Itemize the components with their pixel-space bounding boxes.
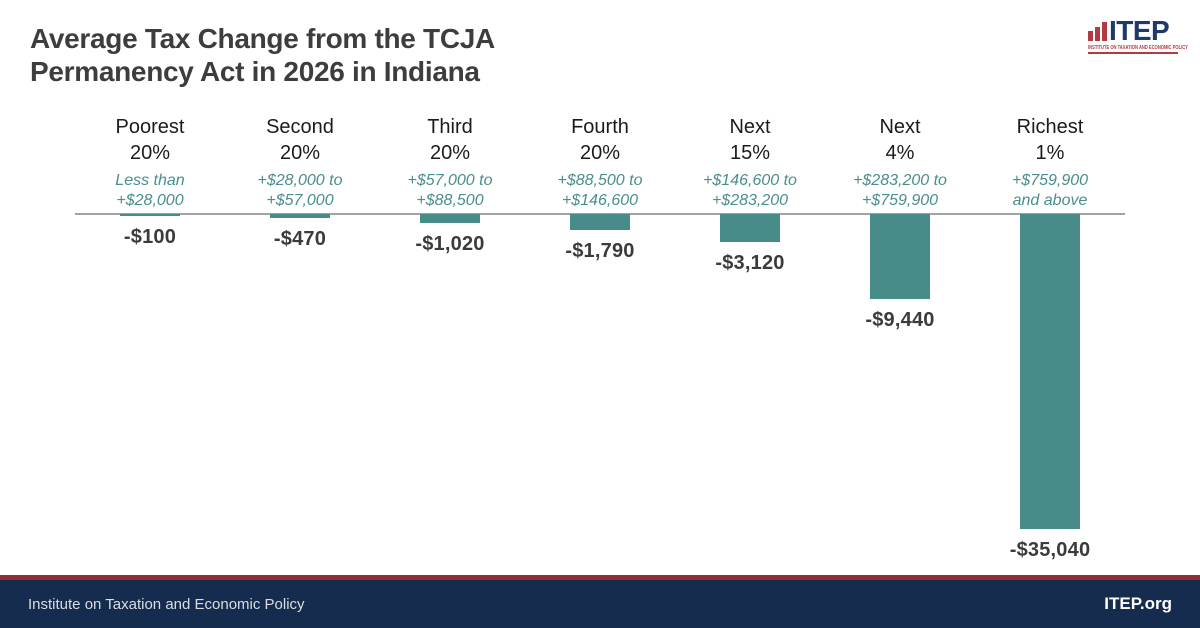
income-range-line-2: +$759,900	[861, 192, 939, 209]
group-name: Next 4%	[825, 112, 975, 166]
bar-value-label: -$470	[273, 228, 327, 250]
income-range-line-1: +$88,500 to	[557, 172, 643, 189]
income-range-line-1: +$57,000 to	[407, 172, 493, 189]
income-range-line-1: +$28,000 to	[257, 172, 343, 189]
bar-value-label: -$100	[123, 226, 177, 248]
group-name-line-1: Fourth	[571, 116, 629, 138]
footer: Institute on Taxation and Economic Polic…	[0, 580, 1200, 628]
income-range: +$146,600 to +$283,200	[675, 171, 825, 211]
income-range: +$88,500 to +$146,600	[525, 171, 675, 211]
footer-accent-rule	[0, 575, 1200, 580]
footer-org-name: Institute on Taxation and Economic Polic…	[28, 595, 305, 613]
group-name-line-1: Richest	[1016, 116, 1084, 138]
chart-columns: Poorest 20% Less than +$28,000 -$100 Sec…	[75, 112, 1125, 567]
group-name-line-1: Third	[427, 116, 473, 138]
footer-site-text: ITEP.org	[1104, 594, 1172, 613]
income-range-line-1: Less than	[115, 172, 185, 189]
bar-value-label: -$1,020	[415, 233, 485, 255]
itep-logo-tagline: INSTITUTE ON TAXATION AND ECONOMIC POLIC…	[1088, 44, 1188, 51]
group-name: Richest 1%	[975, 112, 1125, 166]
group-name: Second 20%	[225, 112, 375, 166]
bar-chart-icon	[1088, 21, 1107, 43]
bar	[1020, 214, 1080, 529]
group-name-line-2: 1%	[1035, 142, 1065, 164]
income-range-line-1: +$283,200 to	[853, 172, 947, 189]
group-name: Fourth 20%	[525, 112, 675, 166]
bar	[420, 214, 480, 223]
itep-logo: ITEP INSTITUTE ON TAXATION AND ECONOMIC …	[1088, 15, 1188, 54]
income-range-line-2: +$28,000	[116, 192, 184, 209]
bar-value-label: -$35,040	[1009, 539, 1091, 561]
bar-value-label: -$1,790	[565, 240, 635, 262]
chart-column: Third 20% +$57,000 to +$88,500 -$1,020	[375, 112, 525, 567]
bar-value-label: -$3,120	[715, 252, 785, 274]
group-name-line-2: 20%	[279, 142, 321, 164]
group-name-line-2: 20%	[579, 142, 621, 164]
group-name: Next 15%	[675, 112, 825, 166]
chart-column: Richest 1% +$759,900 and above -$35,040	[975, 112, 1125, 567]
income-range: +$759,900 and above	[975, 171, 1125, 211]
chart-column: Poorest 20% Less than +$28,000 -$100	[75, 112, 225, 567]
income-range: +$28,000 to +$57,000	[225, 171, 375, 211]
group-name-line-2: 20%	[429, 142, 471, 164]
income-range-line-2: +$57,000	[266, 192, 334, 209]
group-name-line-1: Next	[729, 116, 771, 138]
title-line-1: Average Tax Change from the TCJA	[30, 23, 495, 54]
income-range-line-2: and above	[1012, 192, 1088, 209]
bar-value-label: -$9,440	[865, 309, 935, 331]
chart-column: Fourth 20% +$88,500 to +$146,600 -$1,790	[525, 112, 675, 567]
group-name-line-1: Poorest	[115, 116, 185, 138]
group-name: Third 20%	[375, 112, 525, 166]
itep-logo-text: ITEP	[1109, 15, 1170, 46]
bar	[570, 214, 630, 230]
group-name-line-1: Second	[266, 116, 334, 138]
page-title: Average Tax Change from the TCJA Permane…	[30, 22, 495, 88]
income-range-line-2: +$283,200	[711, 192, 789, 209]
group-name-line-2: 4%	[885, 142, 915, 164]
bar	[120, 214, 180, 216]
chart-column: Second 20% +$28,000 to +$57,000 -$470	[225, 112, 375, 567]
bar-chart: Poorest 20% Less than +$28,000 -$100 Sec…	[75, 112, 1125, 567]
group-name-line-1: Next	[879, 116, 921, 138]
group-name-line-2: 20%	[129, 142, 171, 164]
bar	[270, 214, 330, 218]
title-line-2: Permanency Act in 2026 in Indiana	[30, 56, 480, 87]
income-range-line-2: +$146,600	[561, 192, 639, 209]
itep-logo-main: ITEP	[1088, 15, 1178, 46]
chart-column: Next 4% +$283,200 to +$759,900 -$9,440	[825, 112, 975, 567]
income-range-line-1: +$759,900	[1011, 172, 1089, 189]
income-range-line-2: +$88,500	[416, 192, 484, 209]
income-range: +$57,000 to +$88,500	[375, 171, 525, 211]
itep-logo-rule	[1088, 51, 1178, 54]
income-range-line-1: +$146,600 to	[703, 172, 797, 189]
bar	[870, 214, 930, 299]
chart-column: Next 15% +$146,600 to +$283,200 -$3,120	[675, 112, 825, 567]
group-name-line-2: 15%	[729, 142, 771, 164]
group-name: Poorest 20%	[75, 112, 225, 166]
income-range: +$283,200 to +$759,900	[825, 171, 975, 211]
bar	[720, 214, 780, 242]
income-range: Less than +$28,000	[75, 171, 225, 211]
